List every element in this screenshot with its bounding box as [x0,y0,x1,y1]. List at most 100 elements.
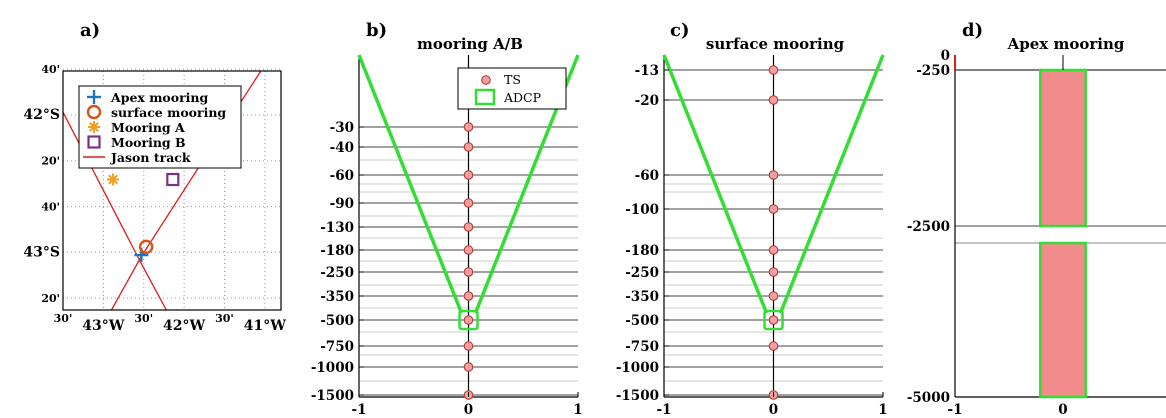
y-tick-label: -40 [330,140,354,156]
x-tick-label: -1 [352,402,367,418]
ts-sensor-point [463,222,474,232]
y-tick-label: 0 [941,48,950,64]
x-tick-label: 1 [573,402,582,418]
x-tick-label: 1 [878,402,887,418]
y-tick-label: -180 [625,243,659,259]
ts-sensor-point [463,315,474,325]
x-tick-label: 0 [464,402,473,418]
y-tick-label: -90 [330,196,354,212]
adcp-beam [778,54,885,314]
map-point [108,174,119,185]
legend-label: ADCP [503,90,541,105]
y-tick-label: -1500 [311,388,354,404]
map-point [166,172,180,187]
y-tick-label: -2500 [907,219,950,235]
x-tick-label: 42°W [163,318,205,334]
legend-marker [86,104,102,120]
legend-marker [474,88,496,106]
y-tick-label: 20' [41,292,60,305]
x-tick-label: 41°W [244,318,286,334]
ts-sensor-point [768,267,779,277]
y-tick-label: -500 [625,313,659,329]
panel-title: surface mooring [706,35,845,53]
y-tick-label: -5000 [907,390,950,406]
x-tick-label: 43°W [82,318,124,334]
ts-sensor-point [463,245,474,255]
map-point [138,239,154,255]
panel-title: mooring A/B [417,35,523,53]
x-tick-label: -1 [948,402,963,418]
y-tick-label: -60 [330,168,354,184]
legend-label: Apex mooring [110,90,209,105]
y-tick-label: -13 [635,63,659,79]
y-tick-label: -250 [320,265,354,281]
x-tick-label: 30' [134,312,153,325]
ts-sensor-point [463,198,474,208]
apex-profiling-segment [1039,68,1087,228]
ts-sensor-point [768,341,779,351]
panel-label: c) [670,20,689,41]
ts-sensor-point [463,267,474,277]
panel-title: Apex mooring [1007,35,1125,53]
ts-sensor-point [768,95,779,105]
y-tick-label: -180 [320,243,354,259]
x-tick-label: -1 [657,402,672,418]
y-tick-label: -130 [320,220,354,236]
y-tick-label: -750 [320,339,354,355]
legend-marker [481,75,491,85]
ts-sensor-point [768,291,779,301]
panel-label: d) [962,20,983,41]
ts-sensor-point [463,291,474,301]
y-tick-label: -100 [625,202,659,218]
legend-marker [89,122,99,132]
apex-profiling-segment [1039,241,1087,399]
map-frame [62,70,282,311]
ts-sensor-point [463,362,474,372]
y-tick-label: -250 [625,265,659,281]
ts-sensor-point [463,341,474,351]
y-tick-label: -1500 [616,388,659,404]
legend-marker [87,135,101,149]
adcp-marker [763,309,784,331]
ts-sensor-point [463,122,474,132]
y-tick-label: -750 [625,339,659,355]
y-tick-label: -1000 [616,360,659,376]
panel-label: b) [366,20,387,41]
y-tick-label: 43°S [23,244,60,260]
y-tick-label: -60 [635,168,659,184]
y-tick-label: -350 [320,289,354,305]
ts-sensor-point [463,142,474,152]
legend-box [78,85,242,169]
ts-sensor-point [768,204,779,214]
y-tick-label: -1000 [311,360,354,376]
x-tick-label: 0 [1058,402,1067,418]
x-tick-label: 30' [215,312,234,325]
ts-sensor-point [768,65,779,75]
y-tick-label: 42°S [23,107,60,123]
x-tick-label: 0 [769,402,778,418]
legend-label: Mooring B [111,135,186,150]
legend-label: surface mooring [111,105,226,120]
panel-label: a) [80,20,100,41]
y-tick-label: 40' [41,201,60,214]
y-tick-label: 40' [41,63,60,76]
y-tick-label: -20 [635,93,659,109]
ts-sensor-point [463,170,474,180]
ts-sensor-point [768,315,779,325]
y-tick-label: -250 [916,63,950,79]
panel-b: b) mooring A/B -30 -40 -60 -90 -130 -180 -250 -35… [311,20,583,418]
y-tick-label: -350 [625,289,659,305]
y-tick-label: 20' [41,155,60,168]
legend-label: Mooring A [111,120,185,135]
adcp-beam [357,54,464,314]
x-tick-label: 30' [54,312,73,325]
panel-c: c) surface mooring -13 -20 -60 -100 -180 -250 -3… [616,20,888,418]
legend-label: TS [504,72,521,87]
legend-label: Jason track [110,150,191,165]
adcp-marker [458,309,479,331]
y-tick-label: -30 [330,120,354,136]
ts-sensor-point [768,170,779,180]
